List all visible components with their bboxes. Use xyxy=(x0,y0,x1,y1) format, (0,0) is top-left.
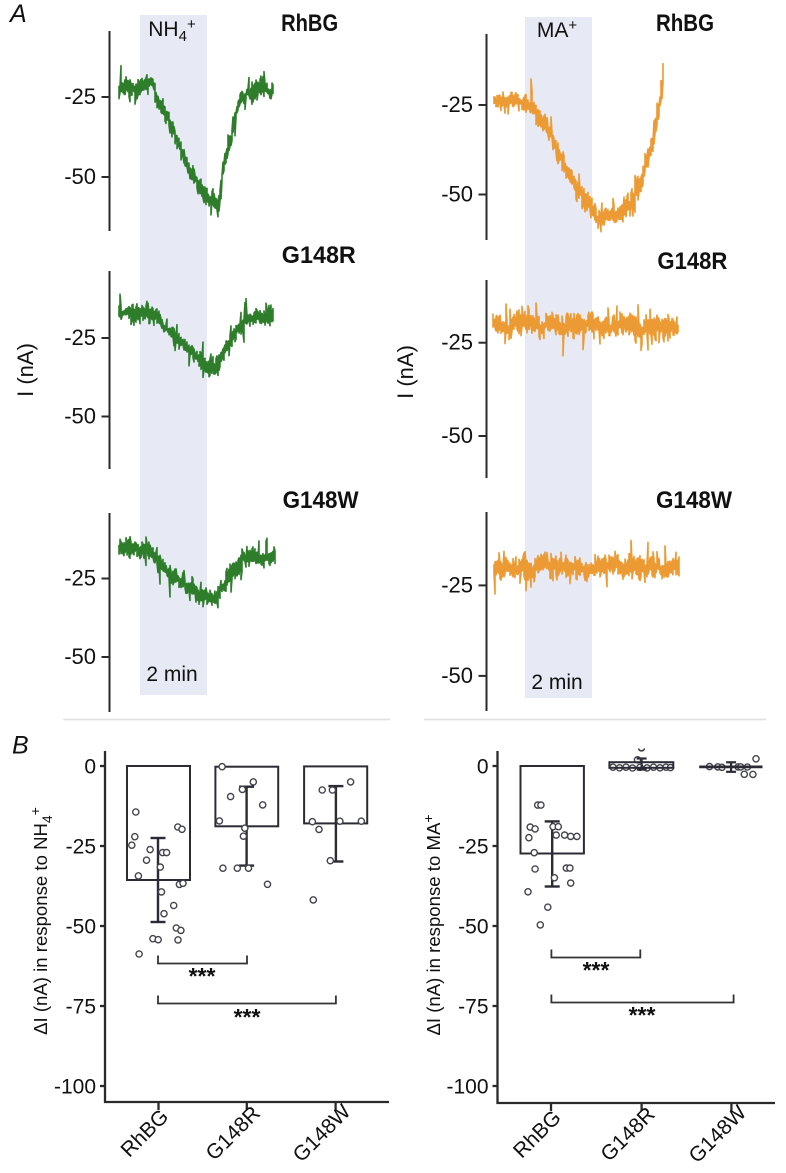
svg-text:***: *** xyxy=(234,1004,261,1030)
svg-text:-50: -50 xyxy=(64,164,96,189)
svg-text:***: *** xyxy=(583,957,610,983)
svg-text:G148W: G148W xyxy=(656,487,732,514)
svg-text:2 min: 2 min xyxy=(146,663,197,686)
svg-text:***: *** xyxy=(189,963,216,989)
svg-text:G148W: G148W xyxy=(283,487,359,514)
svg-text:-75: -75 xyxy=(458,996,488,1019)
svg-text:G148R: G148R xyxy=(282,242,356,269)
svg-text:RhBG: RhBG xyxy=(656,10,714,37)
svg-text:-50: -50 xyxy=(441,663,473,688)
svg-text:-50: -50 xyxy=(64,404,96,429)
svg-text:-25: -25 xyxy=(66,836,96,859)
svg-text:B: B xyxy=(12,732,29,760)
svg-text:I (nA): I (nA) xyxy=(13,343,38,397)
svg-text:-25: -25 xyxy=(64,566,96,591)
svg-text:0: 0 xyxy=(84,756,96,779)
svg-text:-25: -25 xyxy=(441,572,473,597)
svg-text:-75: -75 xyxy=(66,996,96,1019)
svg-text:-25: -25 xyxy=(441,92,473,117)
svg-text:2 min: 2 min xyxy=(531,671,582,694)
svg-text:0: 0 xyxy=(477,756,489,779)
svg-text:-50: -50 xyxy=(66,916,96,939)
svg-text:G148R: G148R xyxy=(657,248,727,275)
svg-text:-100: -100 xyxy=(446,1076,488,1099)
svg-text:-50: -50 xyxy=(441,423,473,448)
svg-text:I (nA): I (nA) xyxy=(393,345,418,399)
svg-text:-50: -50 xyxy=(64,644,96,669)
svg-text:-25: -25 xyxy=(458,836,488,859)
svg-text:ΔI (nA) in response to MA+: ΔI (nA) in response to MA+ xyxy=(420,814,444,1035)
svg-text:-25: -25 xyxy=(441,330,473,355)
svg-text:-25: -25 xyxy=(64,84,96,109)
svg-text:***: *** xyxy=(629,1002,656,1028)
svg-text:A: A xyxy=(8,0,27,28)
svg-text:-25: -25 xyxy=(64,325,96,350)
svg-text:-100: -100 xyxy=(54,1076,96,1099)
svg-text:ΔI (nA) in response to NH4+: ΔI (nA) in response to NH4+ xyxy=(27,807,55,1035)
svg-text:-50: -50 xyxy=(458,916,488,939)
svg-text:RhBG: RhBG xyxy=(281,10,338,37)
svg-text:-50: -50 xyxy=(441,182,473,207)
